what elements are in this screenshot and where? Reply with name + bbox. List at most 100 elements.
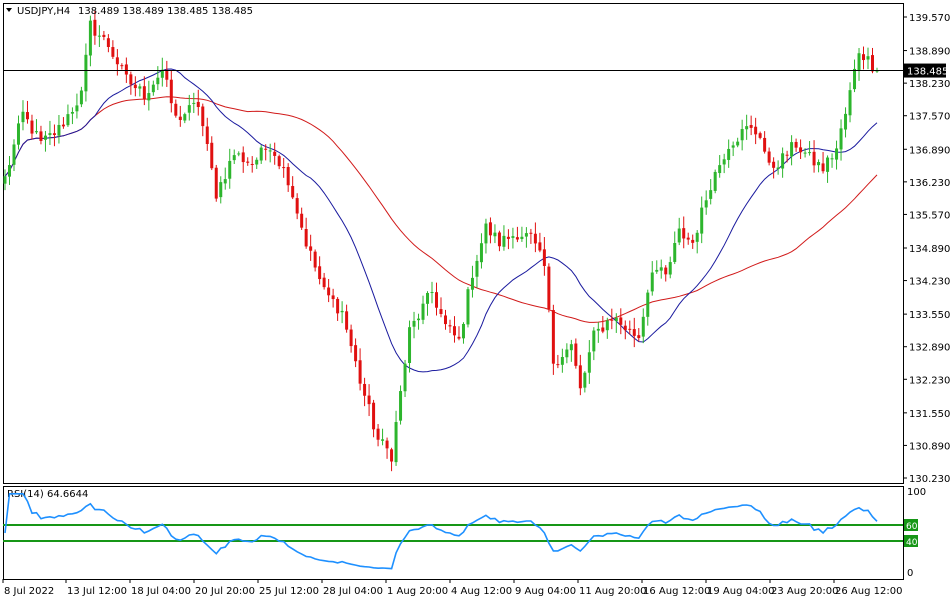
candle-body: [758, 133, 762, 138]
time-tick-label: 18 Jul 04:00: [131, 586, 191, 597]
candle-body: [417, 318, 421, 321]
candle-body: [673, 242, 677, 262]
candle-body: [259, 147, 263, 161]
candle-body: [763, 137, 767, 152]
candle-body: [722, 159, 726, 165]
ohlc-values: 138.489 138.489 138.485 138.485: [78, 6, 253, 17]
rsi-level-badge: [904, 535, 918, 547]
candle-body: [542, 249, 546, 266]
candle-body: [88, 20, 92, 56]
candle-body: [866, 56, 870, 60]
candle-body: [111, 47, 115, 57]
candle-body: [754, 126, 758, 135]
candle-body: [718, 165, 722, 174]
time-tick-label: 26 Aug 12:00: [835, 586, 902, 597]
candle-body: [273, 151, 277, 156]
candle-body: [448, 325, 452, 327]
ma-fast-layer: [4, 68, 878, 373]
current-price-badge: [904, 63, 946, 78]
time-tick-label: 23 Aug 20:00: [771, 586, 838, 597]
price-tick-label: 137.570: [909, 112, 950, 123]
candle-body: [713, 171, 717, 191]
candle-body: [228, 160, 232, 179]
candle-body: [97, 35, 101, 37]
candle-body: [520, 236, 524, 239]
candle-body: [327, 287, 331, 296]
candle-body: [803, 152, 807, 154]
candle-body: [475, 260, 479, 277]
candle-body: [646, 292, 650, 317]
rsi-level-label: 60: [906, 522, 918, 532]
candle-body: [704, 200, 708, 208]
candle-body: [439, 309, 443, 315]
time-tick-label: 4 Aug 12:00: [451, 586, 512, 597]
candle-body: [381, 439, 385, 441]
candle-body: [628, 328, 632, 330]
price-tick-label: 132.230: [909, 375, 950, 386]
candle-body: [623, 325, 627, 331]
candle-body: [560, 357, 564, 365]
price-tick-label: 135.570: [909, 210, 950, 221]
candle-body: [435, 292, 439, 308]
candle-body: [84, 54, 88, 92]
candle-body: [848, 90, 852, 116]
candle-body: [39, 131, 43, 141]
candle-body: [133, 84, 137, 89]
candle-body: [565, 349, 569, 358]
candle-body: [120, 65, 124, 67]
candle-body: [551, 310, 555, 364]
candle-body: [790, 142, 794, 157]
candle-body: [385, 440, 389, 449]
price-tick-label: 136.230: [909, 178, 950, 189]
candle-body: [390, 449, 394, 462]
candle-body: [700, 207, 704, 234]
candle-body: [533, 233, 537, 244]
price-tick-label: 132.890: [909, 343, 950, 354]
candle-body: [57, 124, 61, 136]
candle-body: [767, 151, 771, 163]
price-tick-label: 134.890: [909, 244, 950, 255]
candle-body: [372, 402, 376, 430]
candle-body: [106, 38, 110, 47]
price-tick-label: 139.570: [909, 13, 950, 24]
candle-body: [736, 141, 740, 146]
candle-body: [569, 344, 573, 351]
chevron-down-icon[interactable]: [6, 8, 12, 12]
candle-body: [394, 422, 398, 463]
candle-body: [201, 106, 205, 127]
candle-body: [556, 364, 560, 366]
candle-body: [246, 161, 250, 163]
candle-body: [776, 167, 780, 169]
candle-body: [695, 232, 699, 242]
candle-body: [821, 163, 825, 172]
candle-body: [93, 19, 97, 36]
symbol-label: USDJPY,H4: [17, 6, 70, 17]
price-pane-frame: [3, 3, 904, 484]
candle-body: [470, 277, 474, 290]
candle-body: [655, 269, 659, 272]
candle-body: [421, 303, 425, 320]
candle-body: [677, 228, 681, 243]
candle-body: [115, 57, 119, 65]
candle-body: [839, 128, 843, 150]
candle-body: [345, 311, 349, 330]
candle-body: [358, 360, 362, 384]
candle-body: [430, 292, 434, 294]
candle-body: [830, 158, 834, 160]
candle-body: [524, 233, 528, 237]
candle-body: [488, 222, 492, 236]
candle-body: [399, 391, 403, 421]
candle-body: [34, 131, 38, 133]
candle-body: [138, 86, 142, 89]
candle-body: [70, 111, 74, 114]
candles-layer: [3, 10, 879, 472]
candle-body: [538, 242, 542, 251]
price-tick-label: 138.230: [909, 79, 950, 90]
candle-body: [349, 329, 353, 347]
rsi-pane: RSI(14) 64.6644 100 0 60 40: [3, 486, 926, 580]
candle-body: [61, 124, 65, 127]
candle-body: [367, 395, 371, 405]
